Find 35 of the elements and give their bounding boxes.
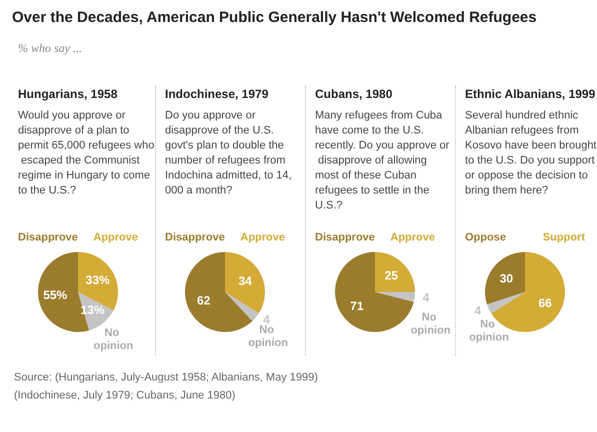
data-label: 66 (538, 296, 552, 310)
text: (Indochinese, July 1979; Cubans, June 1980) (14, 390, 236, 402)
slice-label: No opinion (410, 312, 451, 337)
chart-title: Hungarians, 1958 (18, 87, 118, 101)
data-label: 71 (350, 299, 364, 314)
data-label: 33% (86, 273, 110, 288)
slice-label: Support (542, 232, 586, 244)
text: % who say ... (18, 41, 82, 55)
slice-label: Approve (93, 232, 138, 244)
source-note: Source: (Hungarians, July-August 1958; Albanians, May 1999) (14, 372, 318, 384)
data-label: 55% (43, 288, 68, 302)
data-label: 62 (196, 293, 211, 308)
slice-label: No opinion (248, 324, 288, 349)
slice-label: Disapprove (18, 232, 78, 244)
slice-label: Approve (240, 232, 285, 244)
data-label: 34 (238, 274, 252, 288)
data-label: 4 (474, 303, 482, 318)
text: Over the Decades, American Public Generally Hasn't Welcomed Refugees (12, 9, 537, 26)
data-label: 4 (263, 312, 270, 326)
text: Do you approve or disapprove of the U.S. govt's plan to double the number of refugees from Indochina admitted, to 14,000 a month? (165, 110, 292, 196)
text: Many refugees from Cuba have come to the U.S. recently. Do you approve or disapprove of allowing most of these Cuban refugees to settle in the U.S.? (315, 110, 450, 212)
slice-label: Oppose (465, 232, 506, 244)
data-label: 4 (422, 290, 430, 304)
slice-label: Approve (390, 232, 435, 244)
data-label: 25 (384, 268, 398, 283)
slice-label: Disapprove (165, 232, 225, 244)
slice-label: No opinion (94, 327, 134, 352)
text: Several hundred ethnic Albanian refugees from Kosovo have been brought to the U.S. Do you support or oppose the decision to bring them here? (465, 110, 597, 196)
text: Would you approve or disapprove of a plan to permit 65,000 refugees who escaped the Communist regime in Hungary to come to the U.S.? (18, 110, 154, 196)
chart-title: Indochinese, 1979 (165, 87, 269, 101)
chart-title: Ethnic Albanians, 1999 (465, 87, 596, 101)
chart-title: Cubans, 1980 (315, 87, 393, 101)
slice-label: No opinion (469, 318, 510, 344)
slice-label: Disapprove (315, 232, 375, 244)
data-label: 30 (500, 271, 514, 286)
